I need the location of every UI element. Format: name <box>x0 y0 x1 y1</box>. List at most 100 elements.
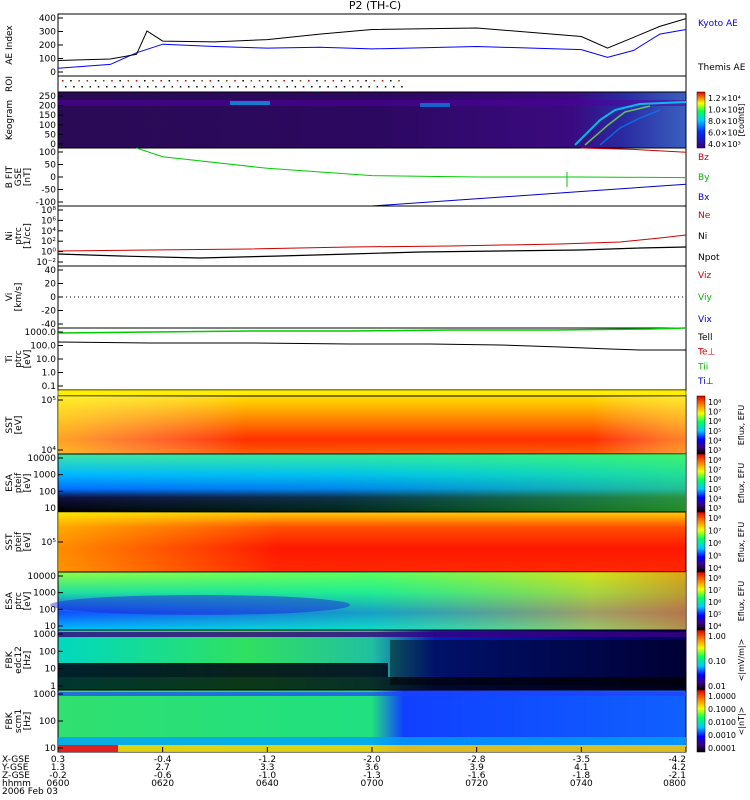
roi-dot <box>237 86 239 88</box>
ytick-esa_i-0: 10000 <box>27 572 56 582</box>
xtick-t-3: 0700 <box>361 779 384 789</box>
roi-dot <box>179 86 182 88</box>
roi-dot <box>373 80 376 82</box>
ytick-ae-3: 100 <box>39 55 56 65</box>
ytick-ni-2: 10⁴ <box>41 227 56 237</box>
roi-dot <box>357 80 359 82</box>
roi-dot <box>229 86 231 88</box>
xtick-z-3: -1.3 <box>363 771 381 781</box>
series-by <box>136 147 687 179</box>
ylabel-sst_i-1: pteif <box>14 531 24 552</box>
roi-dot <box>283 80 285 82</box>
ylabel-esa_i-2: [eV] <box>23 592 33 611</box>
keogram-patch-1 <box>230 101 270 105</box>
colorbar-tick-sst_i-2: 10⁶ <box>708 539 721 548</box>
ytick-fbk2-0: 1000 <box>33 690 56 700</box>
xrow-label-1: Y-GSE <box>1 763 29 773</box>
ytick-ti-3: 1.0 <box>42 369 57 379</box>
xrow-label-4: 2006 Feb 03 <box>2 787 58 797</box>
esa-i-overlay <box>58 572 686 630</box>
roi-dot <box>250 80 253 82</box>
ylabel-fbk2-1: scm1 <box>14 709 24 733</box>
roi-dot <box>168 80 171 82</box>
colorbar-tick-sst_i-4: 10⁴ <box>708 564 721 573</box>
ylabel-ti-1: ptrc <box>14 350 24 368</box>
colorbar-tick-fbk1-1: 0.10 <box>708 657 726 666</box>
colorbar-label-fbk1: <|mV/m|> <box>737 639 746 682</box>
xrow-label-3: hhmm <box>2 779 31 789</box>
colorbar-tick-sst_e-0: 10⁸ <box>708 398 721 407</box>
ytick-ae-1: 300 <box>39 28 56 38</box>
ylabel-ti-0: Ti <box>5 355 15 364</box>
ylabel-bfit-0: B FIT <box>5 165 15 188</box>
xtick-z-2: -1.0 <box>259 771 277 781</box>
ylabel-fbk2-0: FBK <box>5 711 15 729</box>
legend-bfit-0: Bz <box>698 153 709 163</box>
colorbar-sst-i <box>696 511 706 573</box>
colorbar-tick-esa_i-1: 10⁷ <box>708 586 721 595</box>
ytick-esa_e-0: 10000 <box>27 454 56 464</box>
colorbar-tick-keogram-1: 1.0×10⁴ <box>708 106 741 115</box>
colorbar-esa-i <box>696 571 706 631</box>
roi-dot <box>81 86 83 88</box>
fbk2-yellow-band <box>118 745 686 752</box>
roi-dot <box>193 80 195 82</box>
roi-dot <box>163 86 165 88</box>
colorbar-tick-sst_e-4: 10⁴ <box>708 436 721 445</box>
colorbar-label-fbk2: <|nT|> <box>737 707 746 736</box>
ytick-ni-3: 10² <box>41 237 56 247</box>
colorbar-tick-esa_i-3: 10⁵ <box>708 610 721 619</box>
ytick-fbk2-2: 10 <box>45 744 57 754</box>
roi-dot <box>316 80 318 82</box>
ytick-sst_e-0: 10⁵ <box>41 396 56 406</box>
ytick-fbk1-3: 1 <box>50 682 56 692</box>
roi-dot <box>226 80 228 82</box>
roi-dot <box>94 80 97 82</box>
roi-markers <box>62 80 403 88</box>
xtick-t-1: 0620 <box>151 779 174 789</box>
fbk1-dark-band <box>58 663 388 677</box>
colorbar-tick-sst_e-3: 10⁵ <box>708 427 721 436</box>
colorbar-tick-sst_e-2: 10⁶ <box>708 417 721 426</box>
ytick-esa_e-2: 100 <box>39 487 56 497</box>
ylabel-vi-1: [km/s] <box>14 283 24 312</box>
roi-dot <box>242 80 244 82</box>
ytick-bfit-2: 0 <box>50 173 56 183</box>
keogram-arc-2 <box>584 105 651 146</box>
ylabel-ni-1: ptrc <box>14 227 24 245</box>
series-tii <box>57 327 687 334</box>
ytick-bfit-0: 100 <box>39 148 56 158</box>
xtick-t-4: 0720 <box>465 779 488 789</box>
keogram-arc-1 <box>574 101 687 146</box>
roi-dot <box>349 80 351 82</box>
roi-dot <box>185 80 187 82</box>
panel-ni-frame <box>57 205 687 267</box>
keogram-arc-3 <box>599 109 661 146</box>
xtick-y-4: 3.9 <box>470 763 485 773</box>
xtick-y-3: 3.6 <box>365 763 380 773</box>
roi-dot <box>308 80 310 82</box>
colorbar-tick-sst_e-5: 10³ <box>708 446 721 455</box>
legend-vi-0: Viz <box>698 271 711 281</box>
sst-i-overlay <box>58 512 686 572</box>
roi-dot <box>253 86 256 88</box>
ytick-vi-1: 20 <box>45 280 57 290</box>
roi-dot <box>212 86 215 88</box>
roi-dot <box>340 80 343 82</box>
roi-dot <box>275 80 277 82</box>
ytick-fbk1-0: 1000 <box>33 630 56 640</box>
ylabel-roi-0: ROI <box>5 76 15 92</box>
roi-dot <box>209 80 212 82</box>
xtick-y-0: 1.3 <box>51 763 65 773</box>
colorbar-tick-fbk2-1: 0.1000 <box>708 705 736 714</box>
roi-dot <box>299 80 302 82</box>
ylabel-fbk1-0: FBK <box>5 650 15 668</box>
ylabel-esa_e-1: pteif <box>14 472 24 493</box>
roi-dot <box>291 80 294 82</box>
fbk1-top-band <box>58 632 686 637</box>
colorbar-tick-fbk1-2: 0.01 <box>708 682 726 691</box>
xtick-z-0: -0.2 <box>49 771 67 781</box>
ylabel-keogram-0: Keogram <box>5 100 15 140</box>
xtick-y-6: 4.2 <box>672 763 686 773</box>
